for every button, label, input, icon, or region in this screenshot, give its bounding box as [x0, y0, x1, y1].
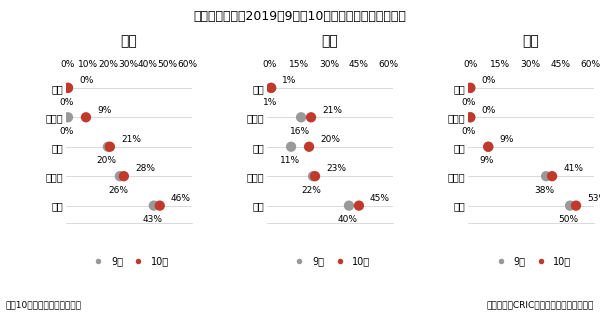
Text: 38%: 38% — [535, 186, 555, 195]
Text: 9%: 9% — [479, 156, 494, 166]
Text: 50%: 50% — [559, 215, 579, 224]
Point — [119, 174, 128, 179]
Text: 0%: 0% — [462, 98, 476, 107]
Text: 22%: 22% — [302, 186, 322, 195]
Text: 9%: 9% — [97, 106, 112, 115]
Legend: 9月, 10月: 9月, 10月 — [286, 253, 374, 271]
Point — [266, 85, 276, 90]
Text: 9%: 9% — [499, 135, 514, 144]
Point — [484, 144, 493, 149]
Text: 1%: 1% — [263, 98, 277, 107]
Text: 数据来源：CRIC中国房地产决策咨询系统: 数据来源：CRIC中国房地产决策咨询系统 — [487, 300, 594, 309]
Point — [81, 115, 91, 120]
Text: 26%: 26% — [109, 186, 128, 195]
Point — [306, 115, 316, 120]
Text: 0%: 0% — [481, 76, 496, 85]
Point — [266, 85, 276, 90]
Text: 0%: 0% — [79, 76, 94, 85]
Text: 0%: 0% — [462, 127, 476, 136]
Title: 上海: 上海 — [121, 34, 137, 48]
Point — [63, 85, 73, 90]
Point — [63, 115, 73, 120]
Text: 1%: 1% — [282, 76, 296, 85]
Text: 20%: 20% — [320, 135, 340, 144]
Point — [308, 174, 318, 179]
Point — [155, 203, 164, 208]
Text: 43%: 43% — [142, 215, 163, 224]
Text: 46%: 46% — [171, 194, 191, 203]
Point — [466, 85, 475, 90]
Point — [115, 174, 125, 179]
Text: 23%: 23% — [326, 164, 346, 174]
Point — [466, 85, 475, 90]
Text: 45%: 45% — [370, 194, 390, 203]
Point — [105, 144, 115, 149]
Point — [547, 174, 557, 179]
Text: 53%: 53% — [587, 194, 600, 203]
Text: 20%: 20% — [97, 156, 116, 166]
Title: 北京: 北京 — [322, 34, 338, 48]
Point — [466, 115, 475, 120]
Title: 深圳: 深圳 — [523, 34, 539, 48]
Point — [571, 203, 581, 208]
Point — [565, 203, 575, 208]
Point — [344, 203, 354, 208]
Text: 0%: 0% — [59, 98, 74, 107]
Text: 11%: 11% — [280, 156, 300, 166]
Point — [541, 174, 551, 179]
Point — [63, 85, 73, 90]
Legend: 9月, 10月: 9月, 10月 — [487, 253, 575, 271]
Text: 图：京、沪、深2019年9月、10月商品住宅成交价格比重: 图：京、沪、深2019年9月、10月商品住宅成交价格比重 — [194, 10, 406, 23]
Point — [466, 115, 475, 120]
Point — [484, 144, 493, 149]
Point — [354, 203, 364, 208]
Text: 21%: 21% — [121, 135, 141, 144]
Point — [310, 174, 320, 179]
Point — [296, 115, 306, 120]
Point — [103, 144, 113, 149]
Point — [149, 203, 158, 208]
Point — [286, 144, 296, 149]
Text: 28%: 28% — [135, 164, 155, 174]
Text: 41%: 41% — [563, 164, 583, 174]
Text: 40%: 40% — [338, 215, 358, 224]
Text: 21%: 21% — [322, 106, 342, 115]
Text: 16%: 16% — [290, 127, 310, 136]
Point — [304, 144, 314, 149]
Text: 0%: 0% — [59, 127, 74, 136]
Legend: 9月, 10月: 9月, 10月 — [85, 253, 173, 271]
Text: 注：10月数据为初步统计数据: 注：10月数据为初步统计数据 — [6, 300, 82, 309]
Text: 0%: 0% — [481, 106, 496, 115]
